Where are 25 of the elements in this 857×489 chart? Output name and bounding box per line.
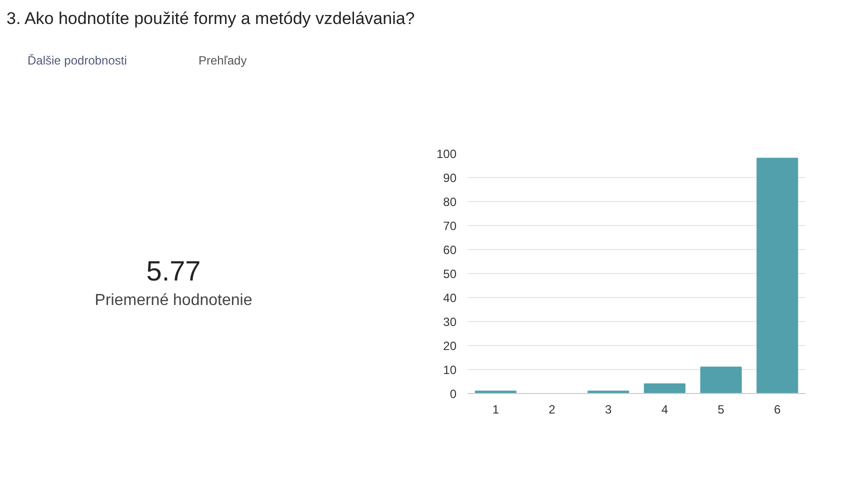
- y-tick-label: 20: [443, 339, 457, 353]
- x-tick-label: 2: [548, 402, 556, 416]
- x-tick-label: 1: [492, 402, 500, 416]
- y-tick-label: 60: [443, 243, 457, 257]
- bar: [700, 366, 742, 394]
- x-tick-label: 3: [604, 402, 612, 416]
- y-tick-label: 10: [443, 363, 457, 377]
- text: 5.77: [146, 256, 201, 286]
- text: Prehľady: [198, 54, 247, 68]
- y-tick-label: 80: [443, 195, 457, 209]
- x-tick-label: 4: [661, 402, 668, 416]
- text: Priemerné hodnotenie: [94, 292, 252, 309]
- y-tick-label: 50: [443, 267, 457, 281]
- y-tick-label: 100: [436, 147, 457, 161]
- x-tick-label: 5: [718, 402, 725, 416]
- y-tick-label: 70: [443, 219, 457, 233]
- x-tick-label: 6: [774, 402, 781, 416]
- text: 3. Ako hodnotíte použité formy a metódy vzdelávania?: [6, 9, 415, 28]
- y-tick-label: 40: [443, 291, 457, 305]
- bar: [756, 158, 798, 394]
- y-tick-label: 0: [450, 387, 457, 401]
- bar: [644, 383, 686, 394]
- y-tick-label: 90: [443, 171, 457, 185]
- y-tick-label: 30: [443, 315, 457, 329]
- text: Ďalšie podrobnosti: [28, 54, 127, 68]
